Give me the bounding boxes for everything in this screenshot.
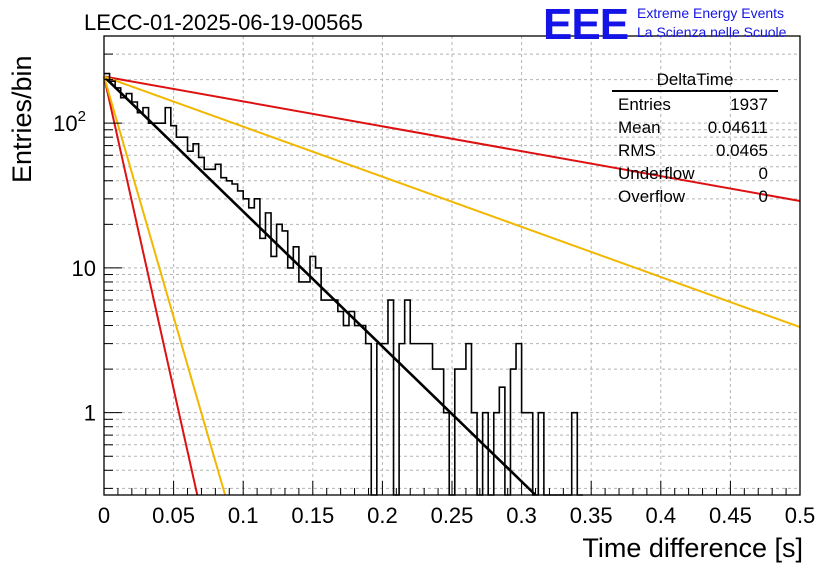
stats-row: Mean 0.04611 (612, 116, 778, 139)
x-axis-label: Time difference [s] (582, 533, 803, 564)
chart-title: LECC-01-2025-06-19-00565 (84, 10, 363, 36)
logo-line-1: Extreme Energy Events (637, 4, 786, 23)
stats-value: 0.04611 (708, 116, 768, 139)
eee-logo: EEE (543, 0, 628, 50)
y-tick-label: 102 (53, 108, 86, 136)
stats-value: 0.0465 (716, 139, 768, 162)
stats-row: Underflow 0 (612, 162, 778, 185)
histogram (104, 74, 583, 495)
x-tick-label: 0.1 (228, 503, 259, 528)
fit-line-1 (104, 77, 536, 495)
stats-separator (612, 90, 778, 92)
stats-label: Mean (618, 116, 661, 139)
x-tick-label: 0.25 (431, 503, 474, 528)
x-tick-label: 0.5 (785, 503, 816, 528)
y-tick-label: 1 (84, 401, 96, 426)
histogram-outline (104, 74, 583, 495)
stats-label: Entries (618, 93, 671, 116)
x-tick-label: 0.35 (570, 503, 613, 528)
stats-value: 0 (759, 162, 768, 185)
stats-value: 1937 (730, 93, 768, 116)
y-tick-label: 10 (72, 256, 96, 281)
logo-line-2: La Scienza nelle Scuole (637, 23, 786, 42)
x-tick-label: 0.3 (506, 503, 537, 528)
stats-row: Entries 1937 (612, 93, 778, 116)
x-tick-label: 0.15 (291, 503, 334, 528)
stats-rows: Entries1937Mean0.04611RMS0.0465Underflow… (612, 93, 778, 208)
x-tick-label: 0.05 (152, 503, 195, 528)
logo-caption: Extreme Energy Events La Scienza nelle S… (637, 4, 786, 42)
fit-line-4 (104, 77, 197, 495)
y-axis-label: Entries/bin (7, 55, 38, 183)
stats-value: 0 (759, 185, 768, 208)
stats-title: DeltaTime (612, 70, 778, 90)
x-tick-label: 0.4 (646, 503, 677, 528)
x-tick-label: 0.45 (709, 503, 752, 528)
stats-label: Underflow (618, 162, 695, 185)
x-tick-label: 0.2 (367, 503, 398, 528)
stats-box: DeltaTime Entries 1937 Mean 0.04611 RMS 0.046… (612, 70, 778, 208)
fit-line-5 (104, 77, 225, 495)
stats-row: Overflow 0 (612, 185, 778, 208)
x-tick-label: 0 (98, 503, 110, 528)
stats-label: RMS (618, 139, 656, 162)
stats-row: RMS 0.0465 (612, 139, 778, 162)
stats-label: Overflow (618, 185, 685, 208)
